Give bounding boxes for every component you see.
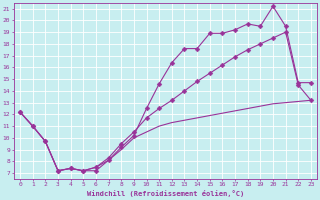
X-axis label: Windchill (Refroidissement éolien,°C): Windchill (Refroidissement éolien,°C) xyxy=(87,190,244,197)
